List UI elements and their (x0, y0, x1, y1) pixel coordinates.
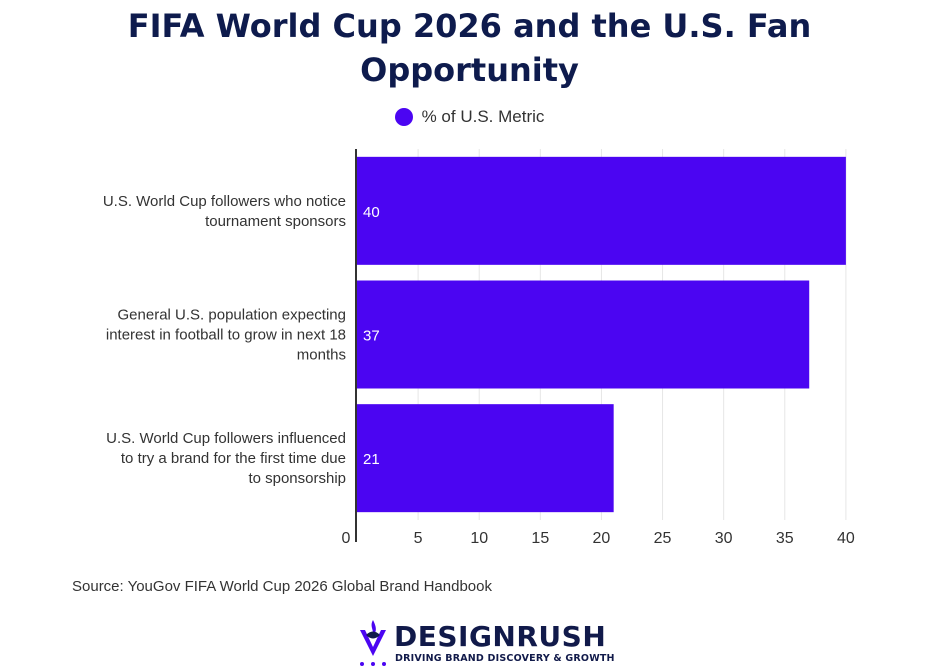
category-label-0-line-0: U.S. World Cup followers who notice (103, 193, 346, 210)
chart-title-line-1: FIFA World Cup 2026 and the U.S. Fan (127, 7, 812, 45)
category-label-2-line-1: to try a brand for the first time due (121, 450, 346, 467)
bar-2 (357, 404, 614, 513)
chart-title-line-2: Opportunity (360, 51, 579, 89)
x-tick-label-6: 30 (715, 530, 733, 547)
x-tick-label-2: 10 (470, 530, 488, 547)
x-tick-label-3: 15 (531, 530, 549, 547)
category-label-0-line-1: tournament sponsors (205, 213, 346, 230)
logo-tagline: DRIVING BRAND DISCOVERY & GROWTH (395, 653, 615, 664)
category-label-1-line-0: General U.S. population expecting (118, 307, 346, 324)
bar-1 (357, 280, 810, 389)
category-label-2-line-0: U.S. World Cup followers influenced (106, 430, 346, 447)
x-tick-label-4: 20 (593, 530, 611, 547)
designrush-logo: DESIGNRUSH DRIVING BRAND DISCOVERY & GRO… (356, 618, 616, 668)
category-label-1-line-2: months (297, 347, 346, 364)
category-label-2-line-2: to sponsorship (248, 470, 346, 487)
x-tick-label-8: 40 (837, 530, 855, 547)
chart-title: FIFA World Cup 2026 and the U.S. Fan Opp… (0, 4, 939, 92)
legend-swatch-icon (394, 108, 413, 126)
x-tick-label-7: 35 (776, 530, 794, 547)
x-tick-label-1: 5 (414, 530, 423, 547)
legend: % of U.S. Metric (0, 106, 939, 128)
source-note: Source: YouGov FIFA World Cup 2026 Globa… (72, 578, 492, 595)
x-tick-label-0: 0 (342, 530, 351, 547)
bar-0 (357, 156, 846, 265)
logo-wordmark: DESIGNRUSH (394, 620, 607, 653)
bar-value-label-2: 21 (363, 451, 380, 468)
bar-value-label-0: 40 (363, 204, 380, 221)
designrush-flame-icon (360, 620, 386, 666)
x-tick-label-5: 25 (654, 530, 672, 547)
category-label-1-line-1: interest in football to grow in next 18 (106, 327, 346, 344)
legend-label: % of U.S. Metric (421, 107, 545, 126)
bar-value-label-1: 37 (363, 328, 380, 345)
